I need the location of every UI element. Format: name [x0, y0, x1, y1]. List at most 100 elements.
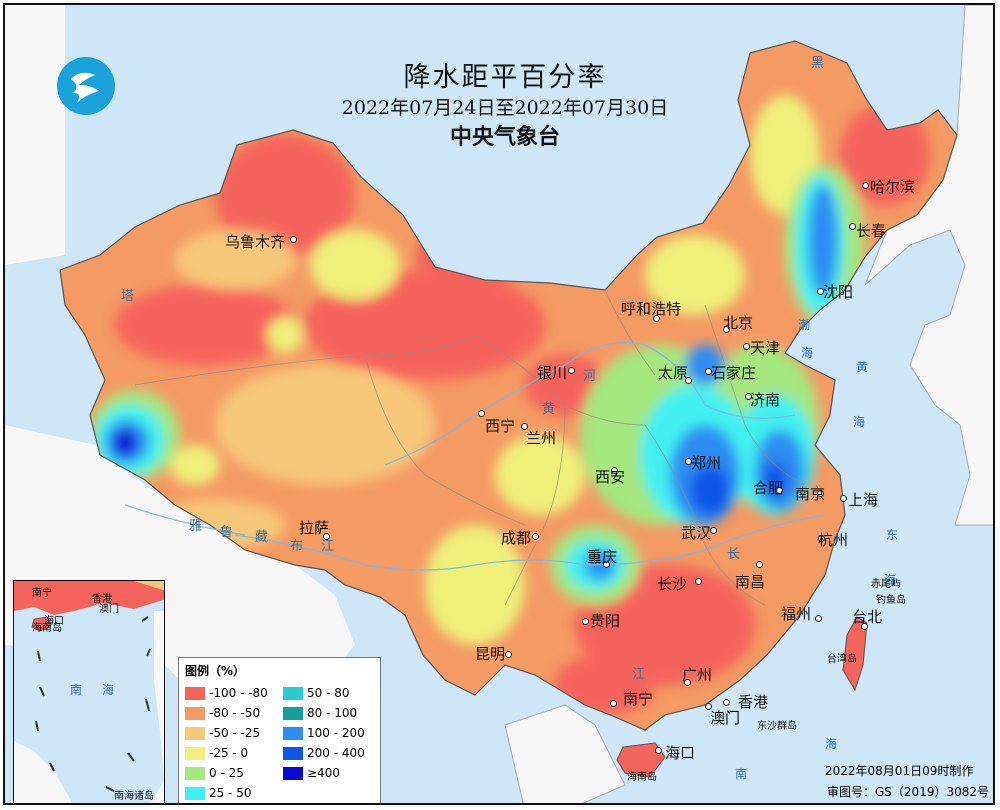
city-marker — [862, 182, 869, 189]
river-label: 江 — [632, 667, 646, 682]
city-label: 西安 — [595, 468, 626, 486]
city-marker — [684, 679, 691, 686]
river-label: 黑 — [811, 56, 825, 71]
city-marker — [840, 495, 847, 502]
city-label: 昆明 — [475, 645, 506, 663]
city-marker — [723, 699, 730, 706]
city-label: 台北 — [852, 608, 883, 626]
city-label: 拉萨 — [299, 519, 330, 537]
inset-label: 南海诸岛 — [114, 791, 154, 802]
city-marker — [723, 326, 730, 333]
city-marker — [756, 561, 763, 568]
city-marker — [323, 533, 330, 540]
city-marker — [655, 747, 662, 754]
legend: 图例（%） -100 - -80 -80 - -50 -50 - -25 -25… — [178, 657, 381, 803]
city-marker — [818, 535, 825, 542]
city-label: 上海 — [848, 491, 879, 509]
city-label: 北京 — [723, 314, 754, 332]
city-label: 长沙 — [657, 575, 688, 593]
legend-swatch — [185, 687, 205, 700]
city-marker — [290, 236, 297, 243]
city-label: 郑州 — [691, 454, 722, 472]
map-review-number: 审图号：GS（2019）3082号 — [827, 785, 989, 799]
inset-label: 海口 — [44, 616, 64, 627]
inset-label: 香港 — [92, 594, 112, 605]
city-marker — [743, 343, 750, 350]
city-label: 兰州 — [526, 429, 557, 447]
river-label: 藏 — [255, 530, 269, 545]
city-label: 重庆 — [587, 548, 618, 566]
city-marker — [532, 533, 539, 540]
city-marker — [710, 527, 717, 534]
sea-label: 海 — [825, 737, 838, 751]
city-label: 石家庄 — [711, 364, 757, 382]
sea-label: 渤 — [798, 318, 811, 332]
city-label: 海口 — [665, 744, 696, 762]
city-marker — [745, 393, 752, 400]
city-marker — [817, 288, 824, 295]
river-label: 雅 — [189, 519, 203, 534]
legend-swatch — [185, 707, 205, 720]
river-label: 鲁 — [220, 525, 234, 540]
city-marker — [505, 651, 512, 658]
river-label: 塔 — [121, 289, 135, 304]
city-label: 太原 — [658, 364, 689, 382]
sea-label: 黄 — [856, 360, 869, 374]
city-label: 银川 — [537, 364, 568, 382]
island-label: 台湾岛 — [827, 654, 857, 665]
river-label: 布 — [290, 539, 304, 554]
city-label: 澳门 — [710, 709, 741, 727]
city-label: 杭州 — [818, 531, 849, 549]
river-label: 黄 — [542, 402, 556, 417]
city-label: 南昌 — [735, 573, 766, 591]
city-label: 沈阳 — [823, 283, 854, 301]
city-label: 贵阳 — [590, 612, 621, 630]
precipitation-anomaly-map — [5, 5, 993, 803]
sea-label: 南 — [735, 767, 748, 781]
island-label: 东沙群岛 — [757, 721, 797, 732]
city-marker — [653, 315, 660, 322]
city-label: 广州 — [682, 666, 713, 684]
legend-swatch — [185, 767, 205, 780]
south-china-sea-inset: 南宁 香港 海口 澳门 海南岛 南 海 南海诸岛 — [13, 580, 165, 803]
map-title: 降水距平百分率 — [403, 62, 607, 93]
legend-swatch — [283, 707, 303, 720]
sea-label: 海 — [884, 573, 897, 587]
city-marker — [568, 367, 575, 374]
city-marker — [705, 703, 712, 710]
river-label: 河 — [583, 369, 597, 384]
city-marker — [849, 223, 856, 230]
city-marker — [861, 623, 868, 630]
city-label: 南京 — [795, 485, 826, 503]
city-label: 成都 — [501, 529, 532, 547]
island-label: 赤尾屿 — [871, 579, 901, 590]
legend-swatch — [283, 747, 303, 760]
city-marker — [610, 700, 617, 707]
city-marker — [685, 377, 692, 384]
city-marker — [478, 410, 485, 417]
city-marker — [705, 368, 712, 375]
inset-map — [14, 581, 164, 803]
legend-swatch — [185, 727, 205, 740]
city-label: 南宁 — [623, 690, 654, 708]
inset-label: 海 — [102, 683, 115, 697]
cma-logo-icon — [57, 57, 115, 115]
city-marker — [611, 467, 618, 474]
city-marker — [776, 487, 783, 494]
island-label: 海南岛 — [627, 772, 657, 783]
city-marker — [603, 561, 610, 568]
inset-label: 澳门 — [99, 604, 119, 615]
city-label: 西宁 — [485, 417, 516, 435]
inset-label: 海南岛 — [32, 623, 62, 634]
river-label: 长 — [727, 547, 741, 562]
legend-swatch — [283, 727, 303, 740]
city-label: 天津 — [750, 339, 781, 357]
city-label: 福州 — [781, 605, 812, 623]
legend-swatch — [283, 767, 303, 780]
island-label: 钓鱼岛 — [876, 595, 906, 606]
city-marker — [817, 490, 824, 497]
city-label: 哈尔滨 — [870, 178, 916, 196]
inset-label: 南 — [70, 683, 83, 697]
city-label: 武汉 — [681, 524, 712, 542]
city-label: 香港 — [738, 693, 769, 711]
